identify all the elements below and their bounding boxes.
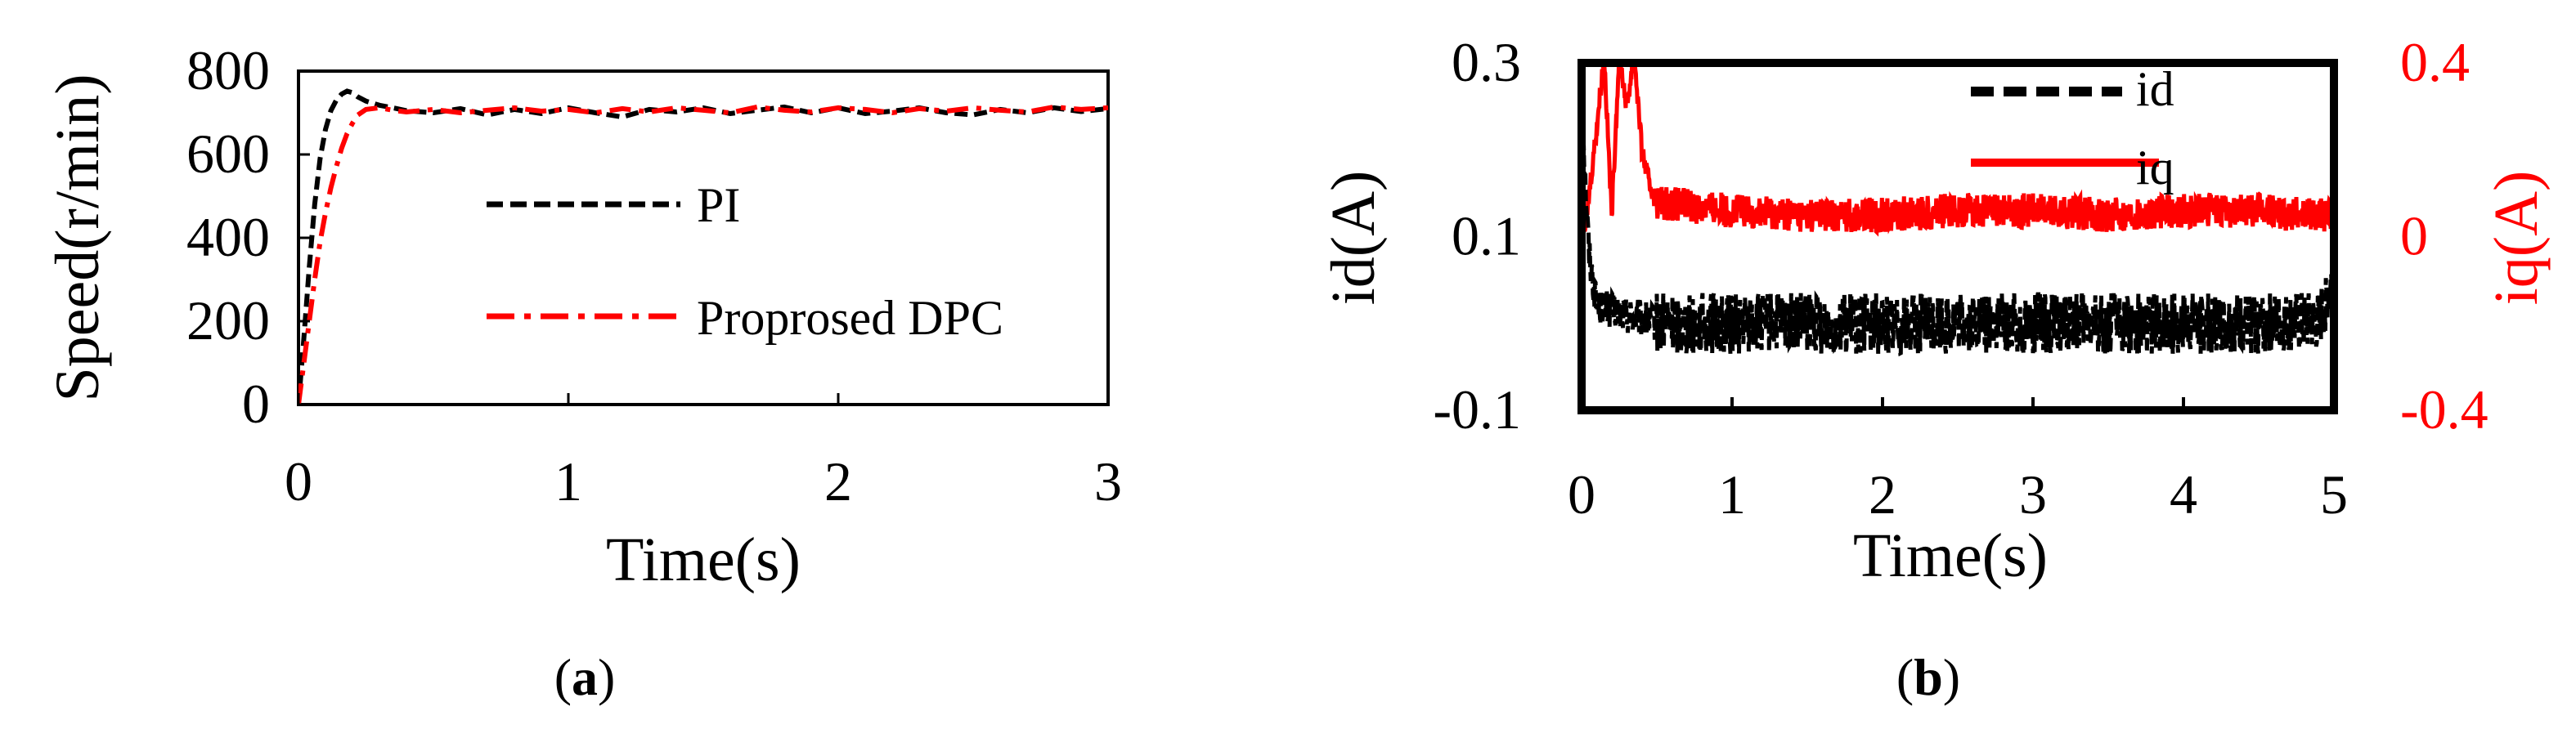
legend-a: PI Proprosed DPC	[487, 178, 1003, 345]
y-tick-label-a: 400	[186, 206, 270, 268]
x-tick-label-b: 0	[1568, 463, 1595, 526]
series-line-b-0	[1582, 92, 2334, 357]
y-tick-label-a: 600	[186, 123, 270, 185]
y2-tick-label-b: -0.4	[2400, 378, 2488, 441]
y2-tick-label-b: 0.4	[2400, 31, 2470, 93]
y2-axis-label-b: iq(A)	[2482, 171, 2551, 306]
y-tick-label-a: 800	[186, 39, 270, 101]
x-tick-label-a: 2	[824, 450, 852, 512]
x-tick-label-a: 1	[554, 450, 582, 512]
y-tick-label-b: 0.3	[1452, 31, 1521, 93]
x-tick-label-b: 1	[1718, 463, 1746, 526]
y-tick-label-a: 200	[186, 289, 270, 351]
y-tick-label-b: 0.1	[1452, 205, 1521, 267]
caption-a: (a)	[554, 648, 616, 706]
x-tick-label-b: 4	[2170, 463, 2197, 526]
x-tick-label-a: 3	[1094, 450, 1122, 512]
legend-b: id iq	[1971, 62, 2174, 195]
plot-frame-a	[297, 69, 1110, 406]
y-tick-label-a: 0	[242, 373, 270, 435]
legend-label-dpc: Proprosed DPC	[697, 291, 1003, 345]
legend-label-iq: iq	[2136, 141, 2174, 195]
y2-tick-label-b: 0	[2400, 205, 2428, 267]
caption-b: (b)	[1896, 648, 1960, 706]
y-axis-label-b: id(A)	[1319, 171, 1388, 306]
x-tick-label-b: 2	[1869, 463, 1896, 526]
x-tick-label-b: 5	[2320, 463, 2348, 526]
x-axis-label-a: Time(s)	[606, 526, 801, 594]
series-line-a-1	[298, 104, 1108, 405]
y-tick-label-b: -0.1	[1433, 378, 1521, 441]
plot-frame-b	[1577, 59, 2338, 414]
x-tick-label-a: 0	[285, 450, 312, 512]
y-axis-label-a: Speed(r/min)	[43, 74, 112, 401]
legend-label-id: id	[2136, 62, 2174, 116]
chart-b: 0 1 2 3 4 5 -0.1 0.1 0.3 -0.4 0 0.4 Time(s) id(A) i…	[1319, 31, 2551, 706]
legend-label-pi: PI	[697, 178, 740, 232]
x-axis-label-b: Time(s)	[1853, 521, 2048, 590]
x-tick-label-b: 3	[2019, 463, 2047, 526]
caption-b-letter: b	[1914, 648, 1943, 706]
caption-a-letter: a	[572, 648, 598, 706]
series-line-b-1	[1582, 63, 2334, 262]
series-line-a-0	[298, 88, 1108, 405]
chart-a: 0 1 2 3 0 200 400 600 800 Time(s) Speed(r/min) P…	[43, 39, 1122, 706]
